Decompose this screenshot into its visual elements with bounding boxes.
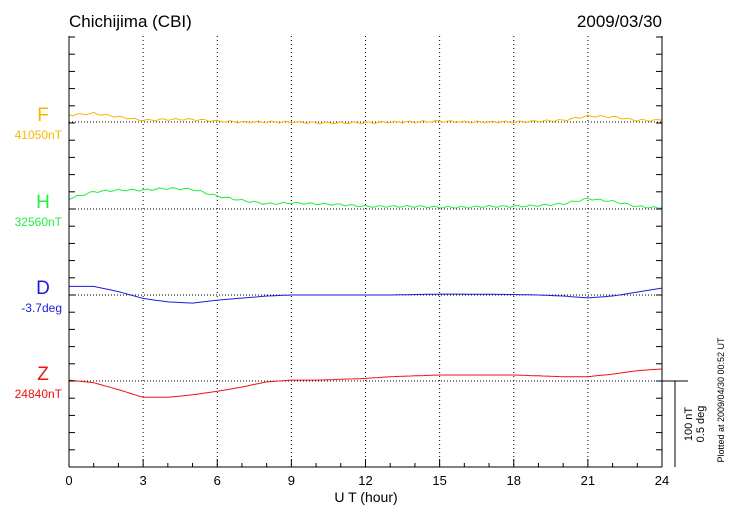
scale-label-nt: 100 nT (683, 407, 695, 442)
x-tick-label: 6 (214, 473, 221, 488)
series-name-z: Z (37, 364, 49, 385)
x-tick-label: 12 (358, 473, 372, 488)
x-axis-label: U T (hour) (334, 489, 397, 505)
series-group (68, 111, 663, 398)
plotted-footnote: Plotted at 2009/04/30 00:52 UT (716, 337, 726, 463)
x-tick-label: 15 (432, 473, 446, 488)
series-name-f: F (37, 105, 49, 126)
series-labels: F 41050nT H 32560nT D -3.7deg Z 24840nT (15, 105, 63, 401)
axes: 0 3 6 9 12 15 18 21 24 (65, 36, 669, 488)
series-line-f (68, 111, 663, 125)
chart-date: 2009/03/30 (577, 12, 662, 31)
x-tick-label: 24 (655, 473, 669, 488)
series-name-h: H (36, 192, 50, 213)
x-tick-label: 9 (288, 473, 295, 488)
series-line-d (69, 285, 663, 304)
series-baseline-f: 41050nT (15, 128, 63, 142)
series-baseline-z: 24840nT (15, 387, 63, 401)
series-line-z (68, 368, 663, 398)
series-name-d: D (36, 278, 50, 299)
grid (69, 36, 662, 467)
series-baseline-h: 32560nT (15, 215, 63, 229)
series-line-h (68, 187, 663, 209)
scale-label-deg: 0.5 deg (695, 406, 707, 443)
x-tick-label: 3 (140, 473, 147, 488)
chart-title: Chichijima (CBI) (69, 12, 192, 31)
x-tick-label: 18 (507, 473, 521, 488)
scale-bar: 100 nT 0.5 deg (662, 380, 707, 467)
series-baseline-d: -3.7deg (21, 301, 62, 315)
x-tick-label: 0 (65, 473, 72, 488)
x-tick-label: 21 (581, 473, 595, 488)
